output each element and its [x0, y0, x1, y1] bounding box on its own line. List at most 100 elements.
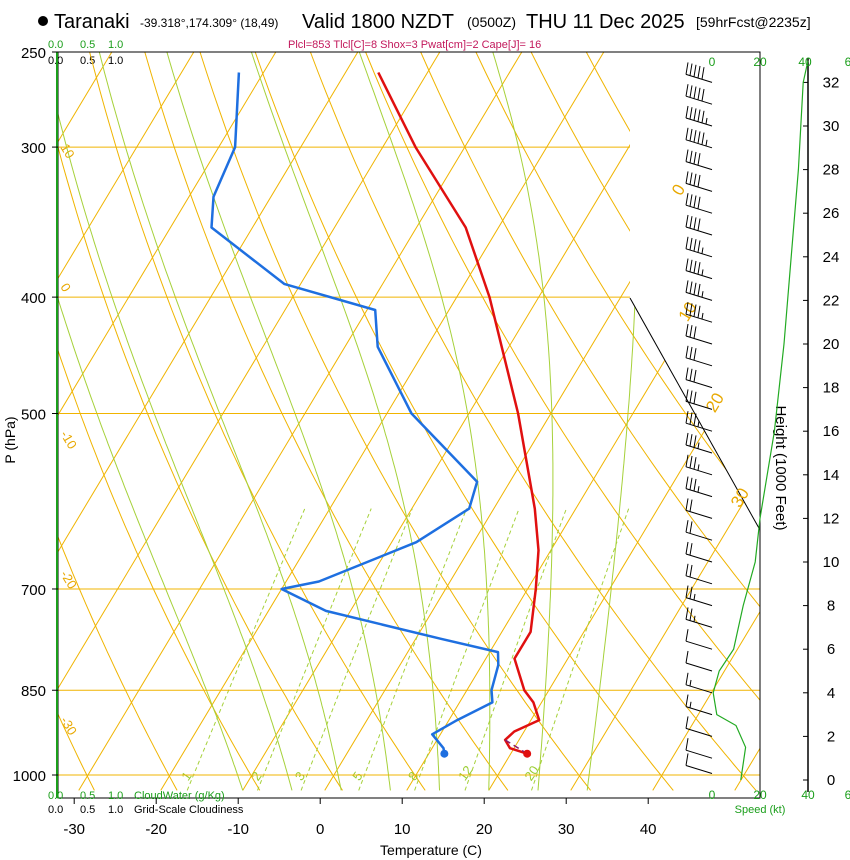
wind-barb-flag	[693, 217, 697, 230]
wind-barb-flag	[697, 174, 701, 188]
isotherm-line	[58, 52, 441, 690]
dry-adiabat-line	[89, 52, 426, 791]
x-tick-label: -20	[145, 821, 167, 838]
wind-barb-flag	[697, 262, 701, 275]
wind-barb	[685, 258, 713, 280]
wind-barb-staff	[685, 161, 713, 171]
isotherm-line	[652, 610, 760, 791]
wind-barb-staff	[685, 335, 713, 345]
wind-barb-flag	[689, 281, 693, 294]
wind-barb-halfflag	[697, 486, 700, 493]
location-coords: -39.318°,174.309° (18,49)	[140, 16, 278, 30]
wind-barb-staff	[685, 270, 713, 280]
isotherm-line	[242, 52, 687, 791]
cloud-bottom-tick-05: 0.5	[80, 790, 95, 802]
wind-barb-flag	[701, 67, 705, 80]
wind-barb	[685, 753, 713, 774]
x-tick-label: -10	[227, 821, 249, 838]
wind-barb	[685, 563, 713, 585]
mixing-ratio-label: 12	[455, 763, 476, 783]
wind-barb	[685, 716, 713, 737]
wind-barb-staff	[685, 662, 713, 672]
wind-barb-flag	[697, 87, 701, 100]
wind-barb	[685, 498, 713, 519]
wind-barb-flag	[685, 650, 689, 664]
cloud-bottom-tick-0: 0.0	[48, 790, 63, 802]
wind-barb-flag	[685, 585, 689, 598]
wind-barb-flag	[693, 151, 697, 165]
height-tick-label: 30	[823, 118, 840, 135]
wind-barb	[685, 193, 713, 214]
temperature-profile-line	[377, 71, 541, 755]
wind-barb-flag	[689, 543, 693, 556]
x-axis-title: Temperature (C)	[380, 842, 482, 858]
y-tick-label: 250	[21, 45, 46, 62]
height-tick-label: 6	[827, 641, 835, 658]
wind-barb-flag	[685, 520, 689, 533]
wind-barb	[685, 476, 713, 498]
wind-barb-flag	[693, 457, 697, 470]
moist-adiabat-line	[492, 52, 554, 791]
cloud-top-right-label: 40	[798, 55, 812, 69]
wind-barb-halfflag	[697, 442, 700, 449]
height-tick-label: 22	[823, 292, 840, 309]
isotherm-line	[406, 200, 760, 791]
y-tick-label: 850	[21, 683, 46, 700]
x-tick-label: 40	[640, 821, 657, 838]
cloud-bottom-tick-1: 1.0	[108, 790, 123, 802]
mixing-ratio-line	[257, 508, 372, 791]
wind-barb-staff	[685, 618, 713, 628]
surface-temperature-dot	[523, 749, 532, 758]
wind-barb-staff	[685, 444, 713, 454]
wind-barb	[685, 323, 713, 345]
isotherm-line	[570, 474, 760, 791]
wind-barb-staff	[685, 509, 713, 519]
speed-tick-label: 0	[709, 788, 716, 802]
wind-barb-flag	[685, 84, 689, 97]
wind-barb-halfflag	[701, 291, 704, 298]
wind-barb-flag	[685, 498, 689, 511]
wind-barb-flag	[693, 64, 697, 77]
wind-barb-flag	[685, 323, 689, 337]
wind-barb	[685, 214, 713, 236]
dry-adiabat-line	[199, 52, 591, 791]
wind-barb-staff	[685, 749, 713, 759]
wind-barb-flag	[685, 389, 689, 402]
moist-adiabat-lines	[58, 52, 638, 791]
wind-barb-flag	[689, 608, 693, 621]
wind-barb-flag	[689, 172, 693, 185]
wind-barb-flag	[693, 413, 697, 426]
wind-barb-flag	[685, 672, 689, 685]
cloud-top-right-label: 6	[845, 55, 850, 69]
speed-tick-label: 20	[753, 788, 767, 802]
wind-barb-staff	[685, 248, 713, 258]
wind-barbs	[685, 62, 713, 774]
wind-barb-flag	[689, 150, 693, 163]
x-tick-label: 0	[316, 821, 324, 838]
wind-barb	[685, 62, 713, 83]
wind-barb-flag	[697, 131, 701, 144]
wind-barb-flag	[689, 259, 693, 272]
wind-barb	[685, 411, 713, 432]
wind-barb-flag	[693, 304, 697, 317]
wind-barb-staff	[685, 727, 713, 737]
wind-barb	[685, 694, 713, 716]
moist-adiabat-line	[58, 297, 244, 791]
wind-barb-flag	[685, 367, 689, 380]
isotherm-label: -30	[57, 714, 80, 738]
height-tick-label: 20	[823, 336, 840, 353]
wind-barb-staff	[685, 139, 713, 149]
mixing-ratio-label: 20	[521, 763, 542, 783]
wind-barb-staff	[685, 291, 713, 301]
grid-top-tick-1: 1.0	[108, 55, 123, 67]
y-tick-label: 1000	[13, 768, 46, 785]
wind-barb-staff	[685, 597, 713, 607]
dry-adiabat-line	[254, 52, 674, 791]
height-tick-label: 32	[823, 74, 840, 91]
wind-barb-flag	[693, 326, 697, 339]
wind-barb	[685, 432, 713, 454]
wind-barb-staff	[685, 379, 713, 389]
isotherm-line	[58, 52, 195, 280]
x-tick-label: -30	[63, 821, 85, 838]
